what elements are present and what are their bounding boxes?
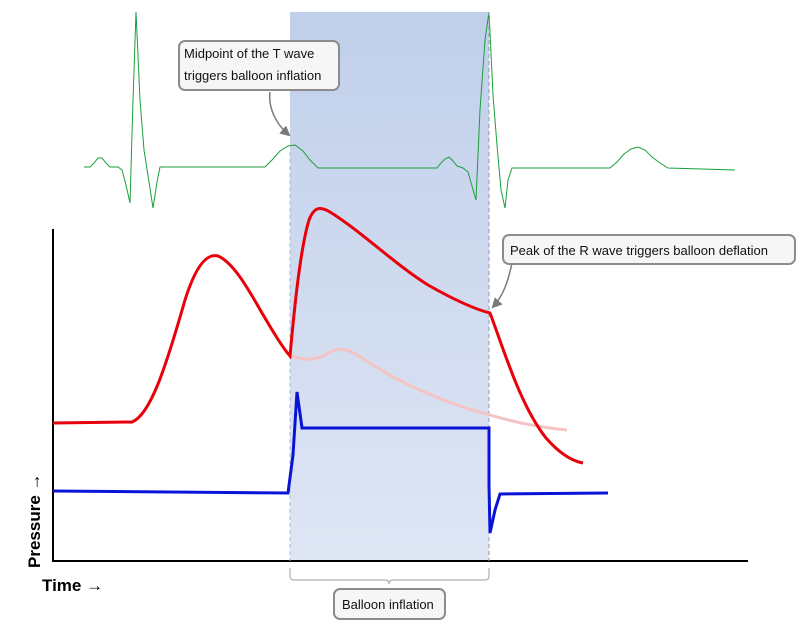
- balloon-inflation-band: [290, 12, 489, 561]
- t-wave-callout-line1: Midpoint of the T wave: [184, 46, 314, 61]
- unassisted-pressure-curve: [289, 347, 568, 432]
- balloon-inflation-label: Balloon inflation: [342, 597, 434, 612]
- balloon-pressure-curve: [52, 391, 609, 534]
- x-axis-label: Time →: [42, 576, 103, 595]
- t-wave-callout-line2: triggers balloon inflation: [184, 68, 321, 83]
- t-wave-callout-arrow: [268, 91, 291, 137]
- r-wave-callout-text: Peak of the R wave triggers balloon defl…: [510, 243, 768, 258]
- balloon-inflation-callout: Balloon inflation: [333, 588, 446, 620]
- r-wave-callout-arrow: [491, 262, 513, 309]
- inflation-bracket: [289, 568, 490, 585]
- ecg-trace: [84, 11, 736, 209]
- r-wave-callout: Peak of the R wave triggers balloon defl…: [502, 234, 796, 265]
- t-wave-callout: Midpoint of the T wave triggers balloon …: [178, 40, 340, 91]
- y-axis-label: Pressure →: [25, 474, 44, 569]
- arterial-pressure-curve: [52, 206, 584, 465]
